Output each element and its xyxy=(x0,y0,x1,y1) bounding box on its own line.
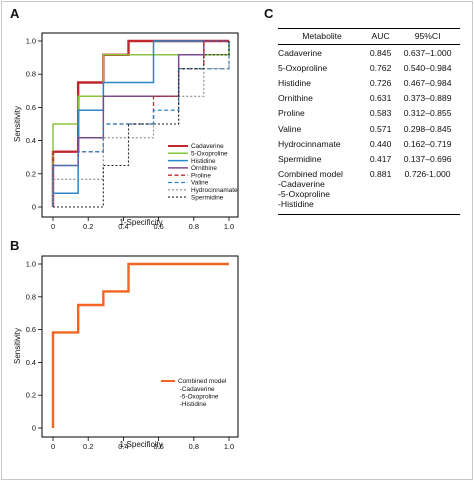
table-cell-ci: 0.312–0.855 xyxy=(403,108,452,119)
panel-b-letter: B xyxy=(10,238,20,253)
chart0-series-line-4 xyxy=(52,40,229,207)
chart1-x-tick-label: 1.0 xyxy=(224,442,234,451)
chart1-x-tick-label: 0.6 xyxy=(153,442,163,451)
chart1-y-tick-label: 0 xyxy=(32,424,36,433)
chart0-legend-label-5: Valine xyxy=(191,180,209,187)
chart1-x-axis-label: 1-Specificity xyxy=(119,440,162,449)
panel-a-letter: A xyxy=(10,6,20,21)
table-cell-ci: 0.637–1.000 xyxy=(403,47,452,58)
chart0-x-tick-label: 0.8 xyxy=(189,222,199,231)
chart0-legend-label-6: Hydrocinnamate xyxy=(191,187,238,194)
table-cell-ci: 0.373–0.889 xyxy=(403,93,452,104)
table-header-ci: 95%CI xyxy=(395,28,460,45)
chart1-legend-label-0: Combined model -Cadaverine -5-Oxoproline… xyxy=(178,378,226,408)
table-cell-metabolite: Valine xyxy=(278,123,302,134)
table-header-auc: AUC xyxy=(366,28,396,45)
table-cell-auc: 0.571 xyxy=(369,123,392,134)
chart0-y-tick-label: 0 xyxy=(32,203,36,212)
chart0-series-line-1 xyxy=(52,41,230,207)
table-row: Hydrocinnamate 0.440 0.162–0.719 xyxy=(278,136,460,151)
table-row: Histidine 0.726 0.467–0.984 xyxy=(278,75,460,90)
chart1-y-tick-label: 0.8 xyxy=(26,292,36,301)
table-cell-metabolite: Histidine xyxy=(278,77,311,88)
table-cell-auc: 0.726 xyxy=(369,77,392,88)
chart1-y-tick-label: 1.0 xyxy=(26,260,36,269)
chart0-y-tick-label: 0.6 xyxy=(26,103,36,112)
chart0-x-tick-label: 0.4 xyxy=(118,222,128,231)
auc-table: Metabolite AUC 95%CI Cadaverine 0.845 0.63… xyxy=(278,28,460,216)
table-cell-auc: 0.881 xyxy=(366,166,396,216)
chart0-legend-label-2: Histidine xyxy=(191,158,216,165)
table-cell-auc: 0.583 xyxy=(369,108,392,119)
table-header-row: Metabolite AUC 95%CI xyxy=(278,28,460,45)
table-row: 5-Oxoproline 0.762 0.540–0.984 xyxy=(278,60,460,75)
chart0-x-tick-label: 0 xyxy=(51,222,55,231)
table-cell-metabolite: Combined model -Cadaverine -5-Oxoproline… xyxy=(278,166,367,216)
table-row: Proline 0.583 0.312–0.855 xyxy=(278,106,460,121)
chart1-x-tick-label: 0.2 xyxy=(83,442,93,451)
chart1-x-tick-label: 0.4 xyxy=(118,442,128,451)
chart1-plot-border xyxy=(41,255,239,438)
table-cell-ci: 0.467–0.984 xyxy=(403,77,452,88)
table-cell-metabolite: Spermidine xyxy=(278,153,322,164)
table-cell-ci: 0.298–0.845 xyxy=(403,123,452,134)
chart1-x-tick-label: 0 xyxy=(51,442,55,451)
table-cell-auc: 0.631 xyxy=(369,93,392,104)
chart0-series-line-5 xyxy=(52,41,230,207)
table-cell-ci: 0.137–0.696 xyxy=(403,153,452,164)
chart0-legend-label-3: Ornithine xyxy=(191,165,217,172)
chart0-y-tick-label: 0.4 xyxy=(26,136,36,145)
chart0-y-tick-label: 1.0 xyxy=(26,37,36,46)
table-cell-metabolite: 5-Oxoproline xyxy=(278,62,328,73)
chart0-plot-border xyxy=(41,32,239,218)
chart0-x-tick-label: 0.2 xyxy=(83,222,93,231)
chart0-x-tick-label: 1.0 xyxy=(224,222,234,231)
table-row: Ornithine 0.631 0.373–0.889 xyxy=(278,91,460,106)
table-cell-auc: 0.845 xyxy=(369,47,392,58)
table-cell-metabolite: Ornithine xyxy=(278,93,313,104)
chart0-legend-label-0: Cadaverine xyxy=(191,143,224,150)
chart0-legend-label-7: Spermidine xyxy=(191,194,224,201)
table-cell-ci: 0.162–0.719 xyxy=(403,138,452,149)
chart1-series-line-0 xyxy=(51,262,229,428)
table-cell-metabolite: Hydrocinnamate xyxy=(278,138,341,149)
table-row: Combined model -Cadaverine -5-Oxoproline… xyxy=(278,166,460,216)
chart0-y-axis-label: Sensitivity xyxy=(13,106,22,142)
table-cell-ci: 0.540–0.984 xyxy=(403,62,452,73)
chart1-x-tick-label: 0.8 xyxy=(189,442,199,451)
chart0-legend-label-4: Proline xyxy=(191,172,211,179)
chart1-y-tick-label: 0.4 xyxy=(26,358,36,367)
chart0-y-tick-label: 0.2 xyxy=(26,169,36,178)
chart0-x-axis-label: 1-Specificity xyxy=(119,218,162,227)
panel-c-letter: C xyxy=(264,6,274,21)
table-row: Cadaverine 0.845 0.637–1.000 xyxy=(278,45,460,61)
table-header-metabolite: Metabolite xyxy=(278,28,367,45)
chart0-legend-label-1: 5-Oxoproline xyxy=(191,151,228,158)
table-cell-metabolite: Proline xyxy=(278,108,305,119)
table-cell-auc: 0.417 xyxy=(369,153,392,164)
table-row: Spermidine 0.417 0.137–0.696 xyxy=(278,151,460,166)
chart1-y-axis-label: Sensitivity xyxy=(13,328,22,364)
chart1-y-tick-label: 0.2 xyxy=(26,391,36,400)
table-cell-metabolite: Cadaverine xyxy=(278,47,322,58)
table-cell-auc: 0.440 xyxy=(369,138,392,149)
chart0-series-line-7 xyxy=(53,41,230,208)
table-cell-ci: 0.726-1.000 xyxy=(395,166,460,216)
table-cell-auc: 0.762 xyxy=(369,62,392,73)
chart1-y-tick-label: 0.6 xyxy=(26,325,36,334)
chart0-y-tick-label: 0.8 xyxy=(26,70,36,79)
chart0-x-tick-label: 0.6 xyxy=(153,222,163,231)
table-row: Valine 0.571 0.298–0.845 xyxy=(278,121,460,136)
